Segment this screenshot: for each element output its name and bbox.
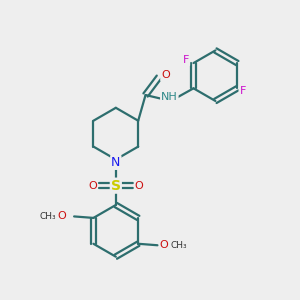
Text: N: N — [111, 156, 121, 169]
Text: O: O — [135, 181, 143, 191]
Text: O: O — [160, 240, 168, 250]
Text: CH₃: CH₃ — [171, 241, 187, 250]
Text: CH₃: CH₃ — [39, 212, 56, 221]
Text: S: S — [111, 179, 121, 193]
Text: O: O — [88, 181, 97, 191]
Text: F: F — [183, 55, 189, 65]
Text: O: O — [161, 70, 170, 80]
Text: O: O — [57, 212, 66, 221]
Text: NH: NH — [161, 92, 178, 102]
Text: F: F — [239, 86, 246, 96]
